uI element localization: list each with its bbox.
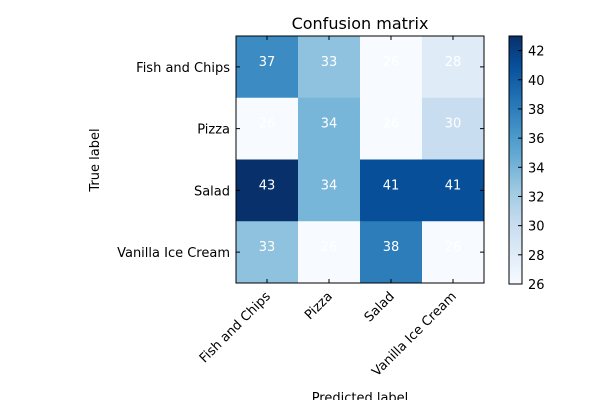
cell-value-label: 41 <box>445 178 462 193</box>
cell-value-label: 38 <box>383 240 400 255</box>
heatmap-cell <box>298 159 361 222</box>
colorbar-tick-label: 40 <box>528 74 545 89</box>
cell-value-label: 26 <box>383 55 400 70</box>
y-axis-label: True label <box>88 128 103 192</box>
cell-value-label: 26 <box>259 117 276 132</box>
colorbar-tick-label: 42 <box>528 45 545 60</box>
cell-value-label: 26 <box>321 240 338 255</box>
colorbar-tick-label: 36 <box>528 132 545 147</box>
heatmap-cell <box>236 36 299 99</box>
cell-value-label: 37 <box>259 55 276 70</box>
heatmap-cell <box>236 221 299 284</box>
y-tick-label: Pizza <box>197 123 230 138</box>
heatmap-cell <box>422 97 485 160</box>
heatmap-cell <box>360 159 423 222</box>
heatmap-cell <box>422 36 485 99</box>
heatmap-cell <box>298 36 361 99</box>
colorbar-tick-label: 26 <box>528 278 545 293</box>
x-tick-label: Salad <box>362 289 398 325</box>
heatmap-cell-labels: 37 33 26 28 26 34 26 30 43 34 41 41 33 26 38 26 <box>259 55 462 255</box>
colorbar-tick-label: 38 <box>528 103 545 118</box>
heatmap-cell <box>422 159 485 222</box>
cell-value-label: 26 <box>383 117 400 132</box>
y-tick-label: Salad <box>194 184 230 199</box>
heatmap-cell <box>236 97 299 160</box>
heatmap-cell <box>360 36 423 99</box>
x-tick-label: Fish and Chips <box>197 289 274 366</box>
cell-value-label: 33 <box>259 240 276 255</box>
y-axis-ticks: Fish and Chips Pizza Salad Vanilla Ice Crea… <box>117 61 484 261</box>
cell-value-label: 33 <box>321 55 338 70</box>
colorbar-ticks: 26 28 30 32 34 36 38 40 42 <box>518 45 545 293</box>
cell-value-label: 34 <box>321 117 338 132</box>
heatmap-cell <box>298 97 361 160</box>
chart-title: Confusion matrix <box>292 14 429 33</box>
heatmap-cell <box>360 97 423 160</box>
heatmap-cell <box>298 221 361 284</box>
cell-value-label: 26 <box>445 240 462 255</box>
y-tick-label: Vanilla Ice Cream <box>117 246 230 261</box>
cell-value-label: 34 <box>321 178 338 193</box>
x-tick-label: Pizza <box>302 289 336 323</box>
heatmap-cell <box>422 221 485 284</box>
y-tick-label: Fish and Chips <box>136 61 230 76</box>
heatmap-cell <box>236 159 299 222</box>
cell-value-label: 41 <box>383 178 400 193</box>
cell-value-label: 28 <box>445 55 462 70</box>
matrix-frame <box>235 35 485 284</box>
x-axis-label: Predicted label <box>312 391 409 400</box>
cell-value-label: 43 <box>259 178 276 193</box>
colorbar-tick-label: 32 <box>528 190 545 205</box>
colorbar-tick-label: 28 <box>528 249 545 264</box>
heatmap-cells <box>236 36 485 284</box>
cell-value-label: 30 <box>445 117 462 132</box>
colorbar-tick-label: 30 <box>528 220 545 235</box>
colorbar-tick-label: 34 <box>528 161 545 176</box>
heatmap-cell <box>360 221 423 284</box>
colorbar <box>508 35 523 285</box>
